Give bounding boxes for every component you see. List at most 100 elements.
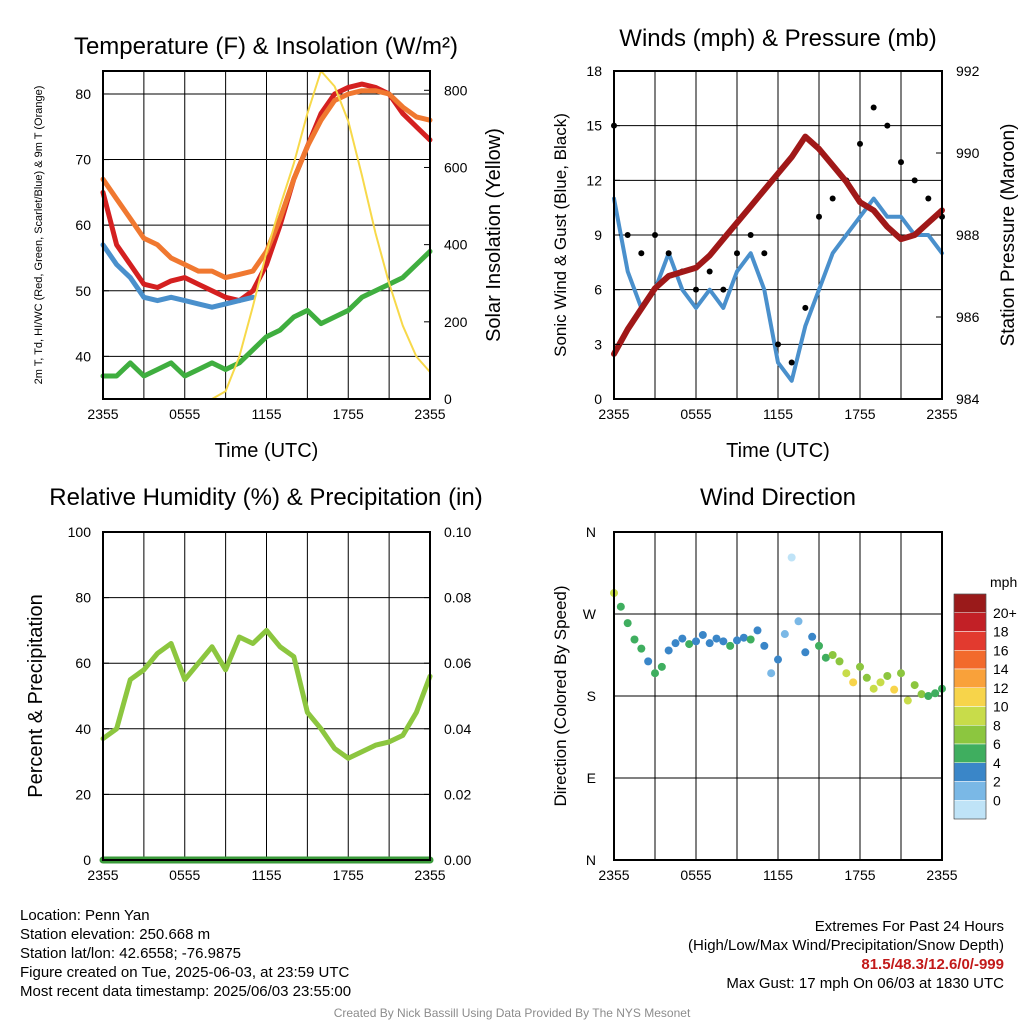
y2-tick-label: 0.02 [444,786,471,802]
colorbar-label: 14 [993,661,1009,677]
extremes-info: Extremes For Past 24 Hours (High/Low/Max… [688,917,1004,993]
colorbar-swatch [953,668,987,688]
recent-data-text: Most recent data timestamp: 2025/06/03 2… [20,983,352,1000]
gust-point [788,359,795,366]
y2-tick-label: 0.04 [444,721,471,737]
y2-tick-label: 990 [956,145,980,161]
y-axis-label: Direction (Colored By Speed) [551,585,570,806]
direction-point [883,671,892,680]
y2-tick-label: 0.06 [444,655,471,671]
panel-4: 2355 0555 1155 1755 2355 Wind Direction N E S W N D… [551,484,958,883]
gust-point [693,286,699,293]
direction-point [924,692,933,700]
gust-point [652,232,658,238]
colorbar-swatch [953,725,987,745]
x-tick-label: 1755 [844,867,875,883]
elevation-text: Station elevation: 250.668 m [20,926,211,943]
panel-title: Relative Humidity (%) & Precipitation (i… [49,484,482,511]
colorbar-label: 6 [993,736,1001,752]
colorbar-title: mph [990,574,1017,590]
direction-point [733,636,741,645]
direction-point [616,602,625,611]
colorbar: mph 20+ 18 16 14 12 10 8 6 4 2 0 [953,574,1017,820]
y-tick-label: 100 [68,524,92,540]
direction-point [808,632,817,641]
x-tick-label: 1755 [844,406,875,422]
gust-point [829,195,836,202]
direction-point [842,669,851,678]
direction-point [739,633,748,642]
y-tick-label: 40 [75,721,91,737]
y2-tick-label: 0.08 [444,590,471,606]
direction-point [849,678,858,687]
direction-point [623,619,632,628]
x-tick-label: 2355 [598,867,629,883]
y-tick-label: 60 [75,217,91,233]
y2-tick-label: 600 [444,159,468,175]
x-tick-label: 1155 [251,867,281,883]
series-2m-t [100,81,433,304]
gust-point [624,232,631,238]
panel-3: 2355 0555 1155 1755 2355 Relative Humidity (%… [25,484,483,883]
x-tick-label: 2355 [926,867,957,883]
direction-point [637,644,646,653]
plot-frame [102,531,431,861]
y2-tick-label: 0.10 [444,524,471,540]
direction-point [869,684,878,693]
y-axis-label: 2m T, Td, HI/WC (Red, Green, Scarlet/Blu… [33,86,45,385]
colorbar-label: 2 [993,774,1001,790]
x-tick-label: 1755 [333,867,364,883]
direction-point [678,634,687,643]
gust-point [747,232,754,238]
direction-point [856,662,864,671]
y-tick-label: 80 [75,86,91,102]
direction-point [685,640,694,649]
direction-point [890,685,899,694]
y-axis-label: Percent & Precipitation [25,594,47,797]
colorbar-swatch [953,650,987,670]
y-tick-label: 70 [75,152,91,168]
colorbar-swatch [953,612,987,632]
direction-point [698,630,707,639]
direction-label: N [586,852,596,868]
y-tick-label: 0 [83,852,91,868]
x-tick-label: 0555 [680,406,711,422]
y2-axis-label: Station Pressure (Maroon) [998,124,1019,347]
direction-point [931,689,940,698]
direction-point [630,635,639,644]
direction-label: N [586,524,596,540]
colorbar-frame [953,593,987,820]
colorbar-label: 12 [993,680,1009,696]
direction-point [767,669,776,678]
colorbar-label: 0 [993,792,1001,808]
direction-point [835,657,844,666]
panel-1: 2355 0555 1155 1755 2355 Temperature (F) & In… [33,33,505,462]
gust-point [816,213,822,220]
y-tick-label: 9 [594,227,602,243]
x-tick-label: 0555 [680,867,711,883]
direction-point [821,653,830,662]
location-text: Location: Penn Yan [20,907,150,924]
direction-label: W [583,606,597,622]
plot-frame [613,531,943,861]
y-tick-label: 50 [75,283,91,299]
colorbar-swatch [953,743,987,763]
colorbar-swatch [953,687,987,707]
max-gust-text: Max Gust: 17 mph On 06/03 at 1830 UTC [726,975,1004,992]
direction-point [862,673,871,682]
series-station-pressure [611,133,945,357]
direction-point [712,634,721,643]
y-tick-label: 0 [594,391,602,407]
y2-tick-label: 800 [444,82,468,98]
direction-point [910,681,919,690]
direction-point [903,696,912,705]
x-tick-label: 2355 [414,867,445,883]
x-tick-label: 2355 [87,867,118,883]
gust-point [638,250,645,257]
colorbar-label: 18 [993,624,1009,640]
y-tick-label: 40 [75,348,91,364]
credit-text: Created By Nick Bassill Using Data Provi… [333,1006,691,1020]
y-tick-label: 15 [586,118,602,134]
y2-tick-label: 984 [956,391,980,407]
y-tick-label: 6 [594,282,602,298]
